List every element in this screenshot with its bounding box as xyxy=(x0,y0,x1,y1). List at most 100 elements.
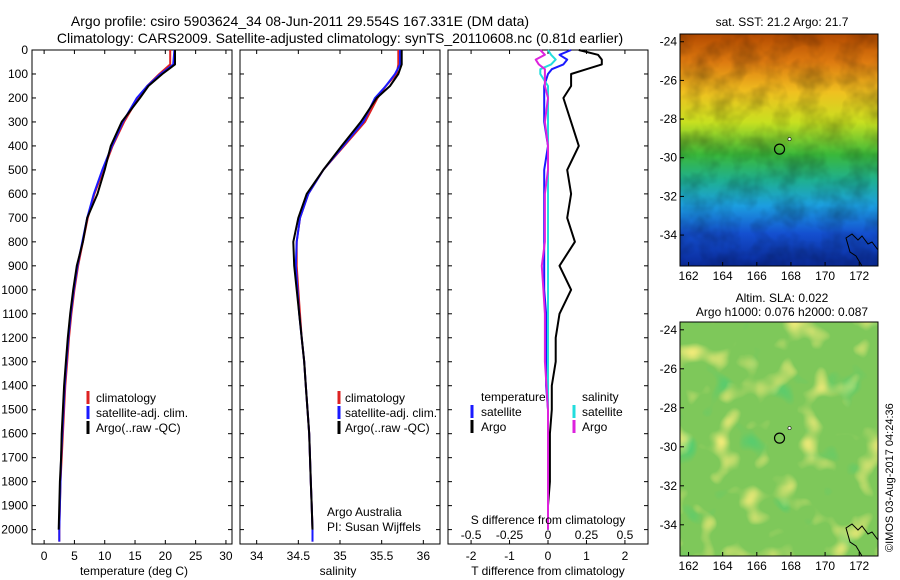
legend-temperature-heading: temperature xyxy=(481,390,546,404)
depth-tick-label: 500 xyxy=(8,163,28,177)
map-x-tick-label: 168 xyxy=(781,269,801,283)
series-line-argo-raw-qc- xyxy=(57,50,176,530)
series-line-satellite-adj-clim- xyxy=(294,50,401,542)
legend-argo-label: Argo(..raw -QC) xyxy=(96,421,181,435)
legend-argo-label: Argo(..raw -QC) xyxy=(345,421,430,435)
salinity-plot-frame xyxy=(239,49,441,545)
header-line-1: Argo profile: csiro 5903624_34 08-Jun-20… xyxy=(71,13,529,29)
legend-t-argo-label: Argo xyxy=(481,420,507,434)
depth-tick-label: 600 xyxy=(8,187,28,201)
legend-satellite-label: satellite-adj. clim. xyxy=(345,406,437,420)
map-x-tick-label: 170 xyxy=(815,559,835,573)
depth-tick-label: 200 xyxy=(8,91,28,105)
x-tick-label-s: 0.5 xyxy=(617,528,634,542)
sla-map-ticks: 162 164 166 168 170 172 -24 -26 -28 -30 -32 -34 xyxy=(660,323,870,573)
map-y-tick-label: -26 xyxy=(660,73,678,87)
difference-x-ticks: -2 -1 0 1 2 -0.5 -0.25 0 0.25 0.5 xyxy=(461,50,634,563)
series-line-argo-raw-qc- xyxy=(292,50,403,530)
series-line-climatology xyxy=(58,50,172,542)
depth-tick-label: 1300 xyxy=(1,355,28,369)
legend-climatology-label: climatology xyxy=(345,391,405,405)
series-line-temperature-argo xyxy=(547,49,603,530)
x-tick-label: 10 xyxy=(98,549,112,563)
depth-tick-label: 800 xyxy=(8,235,28,249)
map-y-tick-label: -24 xyxy=(660,35,678,49)
sst-map-ticks: 162 164 166 168 170 172 -24 -26 -28 -30 -32 -34 xyxy=(660,35,870,283)
depth-tick-label: 1000 xyxy=(1,283,28,297)
x-tick-label: 1 xyxy=(583,549,590,563)
salinity-x-label: salinity xyxy=(320,564,357,578)
x-tick-label: 0 xyxy=(41,549,48,563)
map-x-tick-label: 172 xyxy=(849,269,869,283)
map-x-tick-label: 170 xyxy=(815,269,835,283)
map-y-tick-label: -32 xyxy=(660,189,678,203)
t-difference-label: T difference from climatology xyxy=(471,564,625,578)
x-tick-label: 5 xyxy=(71,549,78,563)
x-tick-label: 15 xyxy=(128,549,142,563)
depth-tick-label: 1900 xyxy=(1,499,28,513)
x-tick-label: 36 xyxy=(417,549,431,563)
sst-profile-marker xyxy=(773,137,792,155)
s-difference-label: S difference from climatology xyxy=(471,513,626,527)
depth-tick-label: 1700 xyxy=(1,451,28,465)
map-y-tick-label: -34 xyxy=(660,228,678,242)
temperature-plot-frame xyxy=(31,49,233,545)
x-tick-label-s: 0 xyxy=(545,528,552,542)
series-line-climatology xyxy=(295,50,400,542)
map-x-tick-label: 164 xyxy=(713,559,733,573)
map-y-tick-label: -32 xyxy=(660,479,678,493)
x-tick-label: 35 xyxy=(333,549,347,563)
profile-location-marker xyxy=(773,143,786,155)
map-y-tick-label: -28 xyxy=(660,112,678,126)
sst-map-image xyxy=(680,34,878,266)
map-x-tick-label: 168 xyxy=(781,559,801,573)
depth-tick-label: 1600 xyxy=(1,427,28,441)
sst-map-title: sat. SST: 21.2 Argo: 21.7 xyxy=(716,15,849,29)
depth-tick-label: 1500 xyxy=(1,403,28,417)
map-y-tick-label: -30 xyxy=(660,151,678,165)
map-y-tick-label: -24 xyxy=(660,323,678,337)
difference-lines xyxy=(534,49,603,530)
map-x-tick-label: 162 xyxy=(679,269,699,283)
x-tick-label: 34 xyxy=(250,549,264,563)
map-x-tick-label: 164 xyxy=(713,269,733,283)
sla-map-frame xyxy=(679,321,879,557)
depth-tick-label: 900 xyxy=(8,259,28,273)
x-tick-label: 35.5 xyxy=(370,549,394,563)
salinity-lines xyxy=(292,50,403,542)
x-tick-label-s: 0.25 xyxy=(575,528,599,542)
x-tick-label: -2 xyxy=(466,549,477,563)
x-tick-label: 25 xyxy=(189,549,203,563)
profile-location-marker xyxy=(773,432,786,444)
previous-location-marker xyxy=(787,426,792,431)
map-y-tick-label: -34 xyxy=(660,518,678,532)
legend-satellite-label: satellite-adj. clim. xyxy=(96,406,188,420)
x-tick-label: 30 xyxy=(219,549,233,563)
previous-location-marker xyxy=(787,137,792,142)
salinity-difference-legend: salinity satellite Argo xyxy=(572,390,623,434)
x-tick-label-s: -0.25 xyxy=(496,528,524,542)
sla-map-title-line-1: Altim. SLA: 0.022 xyxy=(736,291,829,305)
map-y-tick-label: -26 xyxy=(660,362,678,376)
depth-tick-label: 700 xyxy=(8,211,28,225)
credit-text: ©IMOS 03-Aug-2017 04:24:36 xyxy=(884,403,896,552)
legend-s-satellite-label: satellite xyxy=(582,405,623,419)
map-x-tick-label: 172 xyxy=(849,559,869,573)
sla-map-image xyxy=(680,322,878,556)
map-x-tick-label: 162 xyxy=(679,559,699,573)
x-tick-label-s: -0.5 xyxy=(461,528,482,542)
pi-label: PI: Susan Wijffels xyxy=(327,520,421,534)
header-line-2: Climatology: CARS2009. Satellite-adjuste… xyxy=(57,30,623,46)
depth-tick-label: 100 xyxy=(8,67,28,81)
sla-profile-marker xyxy=(773,426,792,444)
salinity-x-ticks: 34 34.5 35 35.5 36 xyxy=(250,50,430,563)
institution-label: Argo Australia xyxy=(327,505,402,519)
legend-t-satellite-label: satellite xyxy=(481,405,522,419)
map-y-tick-label: -28 xyxy=(660,401,678,415)
depth-tick-label: 1200 xyxy=(1,331,28,345)
temperature-x-label: temperature (deg C) xyxy=(80,564,188,578)
depth-tick-label: 300 xyxy=(8,115,28,129)
x-tick-label: 34.5 xyxy=(287,549,311,563)
depth-tick-label: 2000 xyxy=(1,523,28,537)
